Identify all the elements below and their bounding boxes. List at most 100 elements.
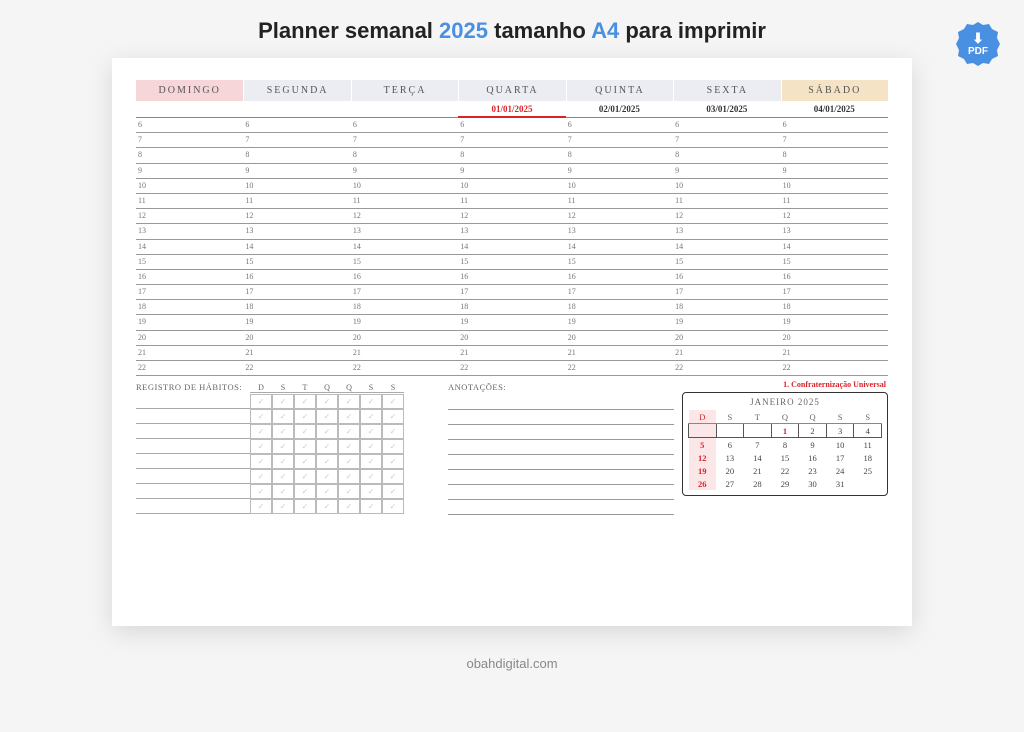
habit-checkbox[interactable]: ✓: [338, 409, 360, 424]
habit-checkbox[interactable]: ✓: [360, 499, 382, 514]
note-line[interactable]: [448, 485, 674, 500]
note-line[interactable]: [448, 425, 674, 440]
hour-cell: 20: [136, 331, 243, 346]
habit-checkbox[interactable]: ✓: [338, 454, 360, 469]
habit-checkbox[interactable]: ✓: [360, 439, 382, 454]
hour-cell: 22: [673, 361, 780, 376]
habit-checkbox[interactable]: ✓: [382, 394, 404, 409]
habit-checkbox[interactable]: ✓: [382, 409, 404, 424]
mini-calendar: JANEIRO 2025 DSTQQSS 1234567891011121314…: [682, 392, 888, 496]
habit-checkbox[interactable]: ✓: [338, 484, 360, 499]
habit-checkbox[interactable]: ✓: [272, 439, 294, 454]
habit-checkbox[interactable]: ✓: [316, 409, 338, 424]
hour-cell: 20: [458, 331, 565, 346]
habit-checkbox[interactable]: ✓: [272, 409, 294, 424]
date-cell: 03/01/2025: [673, 101, 780, 118]
habit-name-cell[interactable]: [136, 499, 250, 514]
habit-checkbox[interactable]: ✓: [272, 424, 294, 439]
note-line[interactable]: [448, 470, 674, 485]
habit-name-cell[interactable]: [136, 469, 250, 484]
habit-name-cell[interactable]: [136, 484, 250, 499]
habit-checkbox[interactable]: ✓: [272, 394, 294, 409]
habit-checkbox[interactable]: ✓: [294, 439, 316, 454]
note-line[interactable]: [448, 440, 674, 455]
habit-checkbox[interactable]: ✓: [294, 499, 316, 514]
hour-cell: 17: [351, 285, 458, 300]
habit-checkbox[interactable]: ✓: [382, 424, 404, 439]
habit-checkbox[interactable]: ✓: [250, 454, 272, 469]
hour-cell: 12: [243, 209, 350, 224]
habit-checkbox[interactable]: ✓: [294, 454, 316, 469]
habit-checkbox[interactable]: ✓: [316, 469, 338, 484]
habit-checkbox[interactable]: ✓: [316, 454, 338, 469]
hour-cell: 7: [566, 133, 673, 148]
habit-checkbox[interactable]: ✓: [338, 469, 360, 484]
mini-cal-head: S: [716, 410, 744, 424]
hour-cell: 12: [136, 209, 243, 224]
habit-checkbox[interactable]: ✓: [250, 499, 272, 514]
habit-name-cell[interactable]: [136, 394, 250, 409]
date-cell: 01/01/2025: [458, 101, 565, 118]
habit-name-cell[interactable]: [136, 454, 250, 469]
hour-cell: 10: [136, 179, 243, 194]
habit-checkbox[interactable]: ✓: [382, 484, 404, 499]
hour-cell: 13: [673, 224, 780, 239]
habit-name-cell[interactable]: [136, 424, 250, 439]
habit-checkbox[interactable]: ✓: [316, 439, 338, 454]
mini-cal-head: D: [689, 410, 717, 424]
hour-cell: 22: [566, 361, 673, 376]
habit-checkbox[interactable]: ✓: [250, 469, 272, 484]
habits-day-head: S: [382, 383, 404, 393]
habit-checkbox[interactable]: ✓: [338, 499, 360, 514]
habit-checkbox[interactable]: ✓: [250, 439, 272, 454]
habit-checkbox[interactable]: ✓: [250, 424, 272, 439]
habit-checkbox[interactable]: ✓: [250, 394, 272, 409]
habit-checkbox[interactable]: ✓: [316, 394, 338, 409]
habit-checkbox[interactable]: ✓: [272, 499, 294, 514]
habit-checkbox[interactable]: ✓: [382, 499, 404, 514]
note-line[interactable]: [448, 410, 674, 425]
habit-checkbox[interactable]: ✓: [382, 454, 404, 469]
habit-checkbox[interactable]: ✓: [272, 469, 294, 484]
hour-cell: 17: [243, 285, 350, 300]
habit-checkbox[interactable]: ✓: [360, 454, 382, 469]
habit-checkbox[interactable]: ✓: [382, 469, 404, 484]
habit-checkbox[interactable]: ✓: [360, 394, 382, 409]
habit-checkbox[interactable]: ✓: [360, 469, 382, 484]
habit-checkbox[interactable]: ✓: [250, 484, 272, 499]
habit-checkbox[interactable]: ✓: [294, 469, 316, 484]
habit-checkbox[interactable]: ✓: [338, 394, 360, 409]
habit-name-cell[interactable]: [136, 409, 250, 424]
habit-checkbox[interactable]: ✓: [382, 439, 404, 454]
footer-link[interactable]: obahdigital.com: [0, 626, 1024, 671]
habit-name-cell[interactable]: [136, 439, 250, 454]
note-line[interactable]: [448, 500, 674, 515]
habit-checkbox[interactable]: ✓: [294, 484, 316, 499]
habit-checkbox[interactable]: ✓: [360, 409, 382, 424]
habit-checkbox[interactable]: ✓: [316, 499, 338, 514]
hour-cell: 8: [243, 148, 350, 163]
habit-checkbox[interactable]: ✓: [272, 454, 294, 469]
habit-checkbox[interactable]: ✓: [250, 409, 272, 424]
habit-checkbox[interactable]: ✓: [338, 424, 360, 439]
habit-checkbox[interactable]: ✓: [294, 424, 316, 439]
habit-checkbox[interactable]: ✓: [316, 424, 338, 439]
download-pdf-button[interactable]: ⬇ PDF: [954, 20, 1002, 68]
download-icon: ⬇: [972, 31, 984, 45]
notes-lines: [448, 395, 674, 515]
habit-checkbox[interactable]: ✓: [360, 484, 382, 499]
habit-checkbox[interactable]: ✓: [272, 484, 294, 499]
note-line[interactable]: [448, 455, 674, 470]
habit-checkbox[interactable]: ✓: [360, 424, 382, 439]
note-line[interactable]: [448, 395, 674, 410]
habit-checkbox[interactable]: ✓: [294, 394, 316, 409]
habit-checkbox[interactable]: ✓: [338, 439, 360, 454]
hour-cell: 15: [243, 255, 350, 270]
habit-checkbox[interactable]: ✓: [316, 484, 338, 499]
hour-cell: 12: [781, 209, 888, 224]
bottom-section: 1. Confraternização Universal REGISTRO D…: [136, 382, 888, 515]
hour-cell: 19: [243, 315, 350, 330]
notes-section: ANOTAÇÕES:: [434, 382, 682, 515]
hour-cell: 17: [458, 285, 565, 300]
habit-checkbox[interactable]: ✓: [294, 409, 316, 424]
